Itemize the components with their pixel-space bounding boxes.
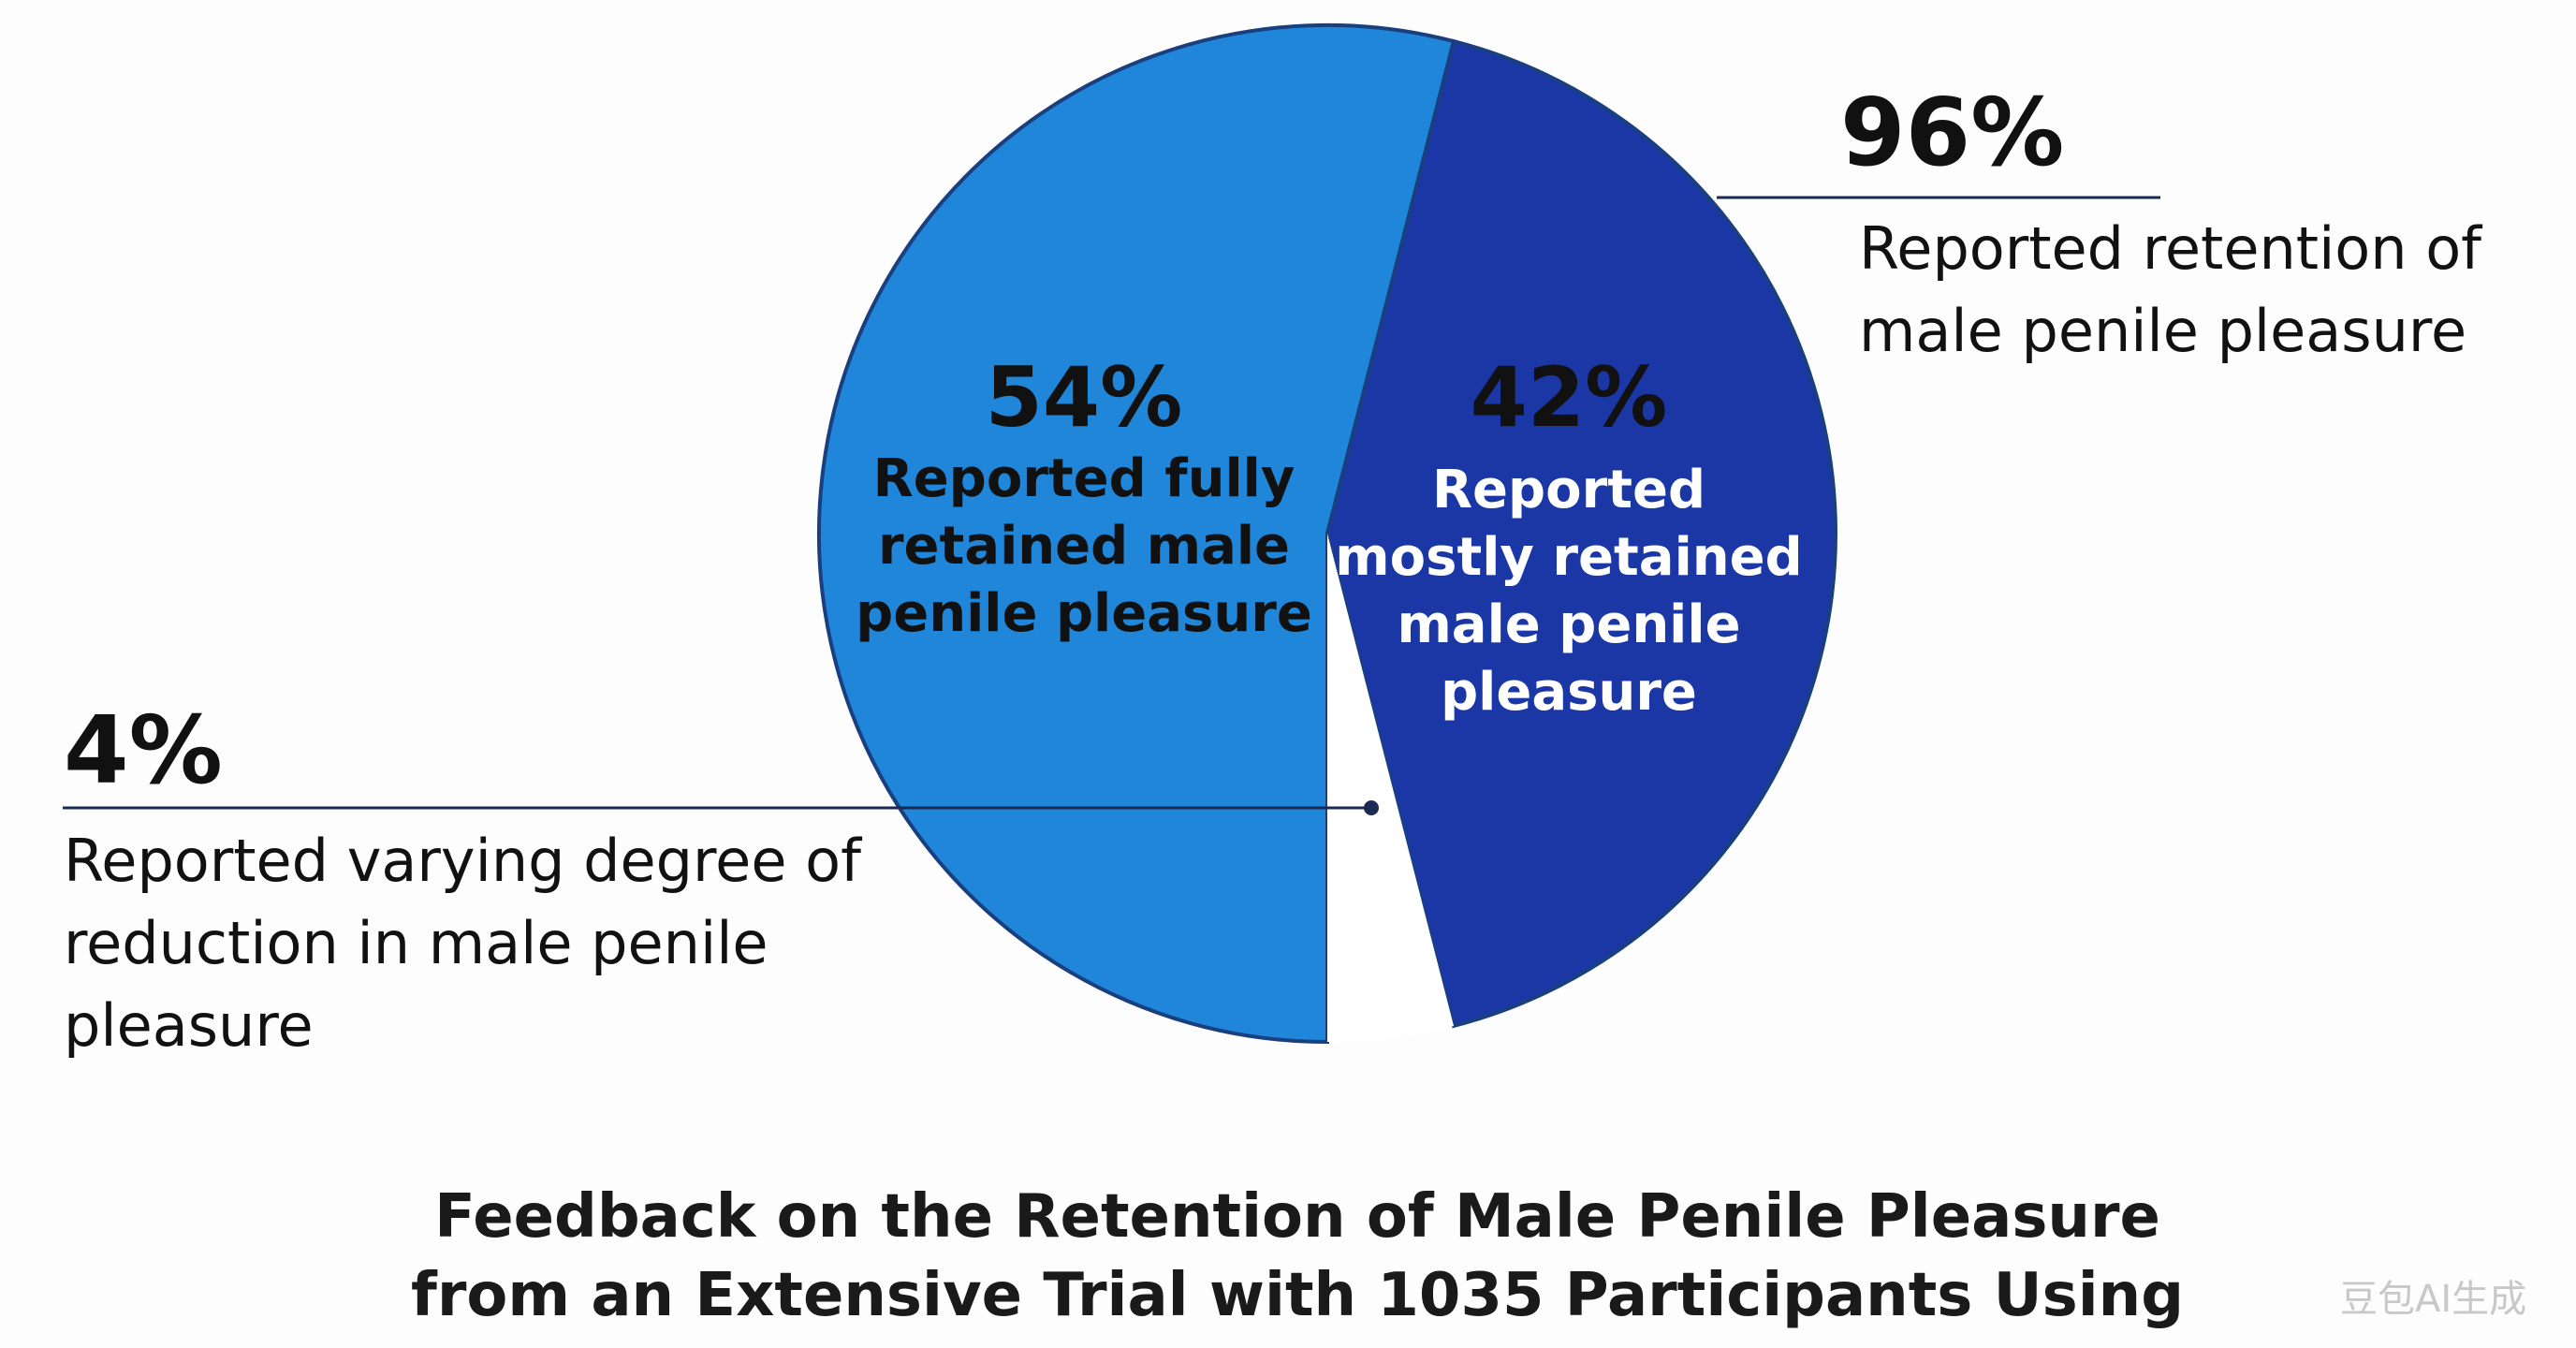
watermark: 豆包AI生成 [2340,1278,2527,1321]
slice-value-label: 4% [64,696,223,805]
leader-dot [1364,800,1379,815]
slice-label: Reported mostly retained male penile ple… [1335,460,1803,723]
pie-slice [1327,534,1455,1042]
slice-label: Reported fully retained male penile plea… [856,448,1312,644]
slice-value-label: 54% [985,349,1183,446]
pie-slice [1325,38,1837,1029]
summary-text: Reported retention of male penile pleasu… [1859,214,2481,365]
slice-label: Reported varying degree of reduction in … [64,827,861,1060]
slice-value-label: 42% [1470,349,1668,446]
pie-slice [817,23,1456,1045]
summary-value: 96% [1840,78,2065,187]
chart-title: Feedback on the Retention of Male Penile… [410,1182,2185,1348]
